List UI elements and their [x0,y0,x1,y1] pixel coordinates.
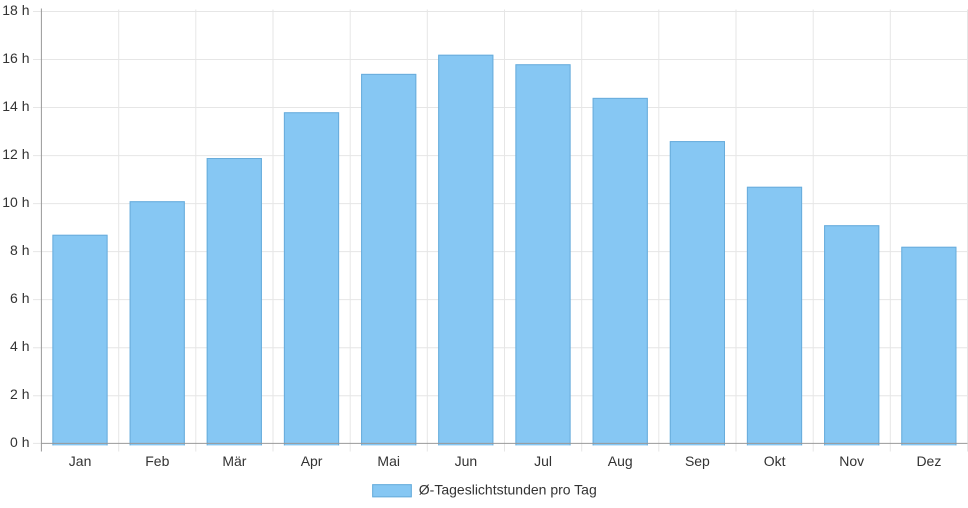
svg-text:8 h: 8 h [10,242,29,258]
svg-text:Jul: Jul [534,453,552,469]
svg-text:10 h: 10 h [2,194,29,210]
svg-text:12 h: 12 h [2,146,29,162]
svg-text:Apr: Apr [301,453,323,469]
svg-text:6 h: 6 h [10,290,29,306]
svg-text:Jun: Jun [455,453,478,469]
svg-text:Ø-Tageslichtstunden pro Tag: Ø-Tageslichtstunden pro Tag [419,481,597,497]
svg-text:4 h: 4 h [10,338,29,354]
svg-text:Dez: Dez [916,453,941,469]
svg-text:Nov: Nov [839,453,864,469]
svg-text:Sep: Sep [685,453,710,469]
svg-text:14 h: 14 h [2,98,29,114]
svg-text:Okt: Okt [764,453,786,469]
svg-text:Jan: Jan [69,453,92,469]
svg-text:Mär: Mär [222,453,246,469]
svg-text:16 h: 16 h [2,50,29,66]
svg-text:Feb: Feb [145,453,169,469]
svg-text:Aug: Aug [608,453,633,469]
svg-text:Mai: Mai [377,453,400,469]
svg-text:2 h: 2 h [10,386,29,402]
svg-text:18 h: 18 h [2,2,29,18]
svg-text:0 h: 0 h [10,434,29,450]
